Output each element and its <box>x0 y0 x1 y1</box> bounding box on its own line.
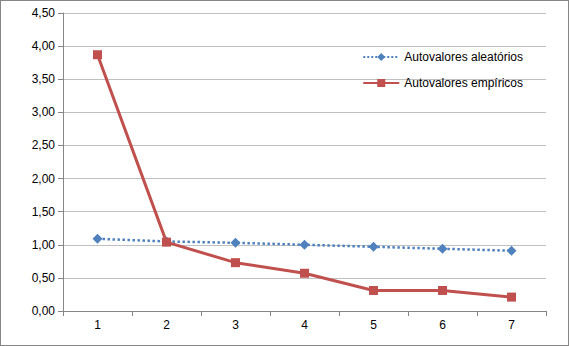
svg-text:3,00: 3,00 <box>32 105 56 119</box>
svg-text:1,00: 1,00 <box>32 238 56 252</box>
svg-text:7: 7 <box>508 318 515 332</box>
svg-text:3,50: 3,50 <box>32 72 56 86</box>
svg-text:1,50: 1,50 <box>32 205 56 219</box>
svg-text:6: 6 <box>439 318 446 332</box>
svg-text:2,00: 2,00 <box>32 172 56 186</box>
svg-text:4,00: 4,00 <box>32 39 56 53</box>
svg-text:2,50: 2,50 <box>32 138 56 152</box>
svg-text:3: 3 <box>232 318 239 332</box>
svg-text:Autovalores aleatórios: Autovalores aleatórios <box>404 50 523 64</box>
svg-text:1: 1 <box>94 318 101 332</box>
svg-text:4: 4 <box>301 318 308 332</box>
svg-text:5: 5 <box>370 318 377 332</box>
svg-text:2: 2 <box>163 318 170 332</box>
svg-text:Autovalores empíricos: Autovalores empíricos <box>404 76 523 90</box>
svg-text:4,50: 4,50 <box>32 6 56 20</box>
svg-text:0,50: 0,50 <box>32 271 56 285</box>
svg-text:0,00: 0,00 <box>32 304 56 318</box>
